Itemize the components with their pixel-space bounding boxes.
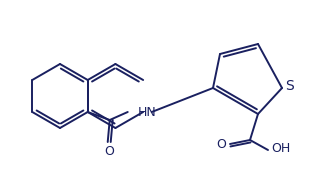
Text: OH: OH — [271, 141, 290, 155]
Text: O: O — [104, 145, 114, 158]
Text: S: S — [285, 79, 295, 93]
Text: HN: HN — [138, 105, 156, 118]
Text: O: O — [216, 137, 226, 151]
